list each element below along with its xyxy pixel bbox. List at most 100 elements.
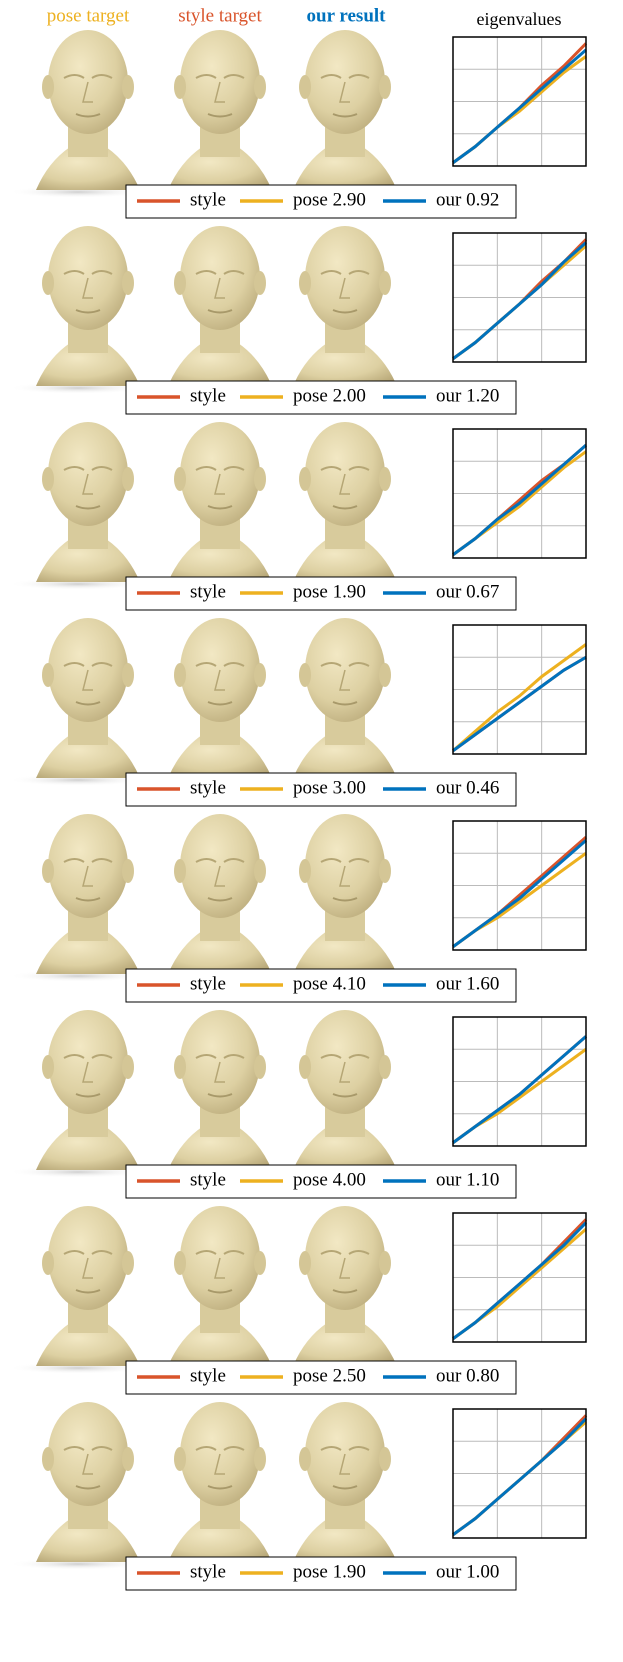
legend-label: our 0.46: [436, 777, 499, 798]
ear-right: [254, 1447, 266, 1471]
ear-left: [174, 271, 186, 295]
legend: style pose 4.00 our 1.10: [126, 1165, 516, 1198]
ear-right: [379, 271, 391, 295]
ear-right: [122, 271, 134, 295]
head-render: [8, 226, 148, 394]
legend: style pose 2.90 our 0.92: [126, 185, 516, 218]
ear-left: [299, 1447, 311, 1471]
head-render: [8, 422, 148, 590]
ear-left: [174, 467, 186, 491]
row: stylepose 1.90our 0.67: [8, 422, 586, 610]
legend-label: pose 2.90: [293, 189, 366, 210]
header-result: our result: [307, 5, 387, 26]
ear-right: [122, 663, 134, 687]
legend-label: style: [190, 189, 226, 210]
ear-left: [42, 271, 54, 295]
row: style pose 2.90 our 0.92: [8, 30, 586, 218]
head-render: [8, 618, 148, 786]
ear-left: [174, 859, 186, 883]
legend-label: pose 4.10: [293, 973, 366, 994]
head-render: [265, 226, 405, 394]
ear-right: [254, 1251, 266, 1275]
ear-left: [42, 1447, 54, 1471]
eigenvalue-plot: [453, 1213, 586, 1342]
ear-left: [299, 1055, 311, 1079]
legend-label: our 1.10: [436, 1169, 499, 1190]
legend-label: style: [190, 1561, 226, 1582]
row: style pose 4.00 our 1.10: [8, 1010, 586, 1198]
page: pose target style target our result eige…: [0, 0, 623, 1657]
ear-left: [174, 663, 186, 687]
head-render: [265, 814, 405, 982]
ear-right: [379, 1055, 391, 1079]
ear-right: [254, 663, 266, 687]
ear-left: [299, 271, 311, 295]
ear-left: [174, 1055, 186, 1079]
head-render: [265, 618, 405, 786]
eigenvalue-plot: [453, 37, 586, 166]
head-render: [265, 1010, 405, 1178]
legend-label: style: [190, 581, 226, 602]
head-render: [8, 1010, 148, 1178]
ear-right: [122, 1055, 134, 1079]
ear-right: [379, 1447, 391, 1471]
legend: stylepose 3.00our 0.46: [126, 773, 516, 806]
head-render: [8, 1402, 148, 1570]
ear-right: [254, 467, 266, 491]
head-render: [140, 1206, 280, 1374]
ear-right: [122, 75, 134, 99]
header-chart: eigenvalues: [477, 9, 562, 29]
ear-right: [379, 859, 391, 883]
legend-label: our 0.92: [436, 189, 499, 210]
ear-right: [379, 75, 391, 99]
head-render: [140, 814, 280, 982]
ear-right: [122, 1251, 134, 1275]
legend-label: pose 1.90: [293, 581, 366, 602]
ear-right: [122, 467, 134, 491]
ear-right: [379, 467, 391, 491]
eigenvalue-plot: [453, 1017, 586, 1146]
legend-label: style: [190, 1365, 226, 1386]
head-render: [140, 618, 280, 786]
ear-right: [254, 859, 266, 883]
eigenvalue-plot: [453, 625, 586, 754]
legend: style pose 4.10 our 1.60: [126, 969, 516, 1002]
legend-label: pose 2.50: [293, 1365, 366, 1386]
eigenvalue-plot: [453, 1409, 586, 1538]
ear-right: [254, 75, 266, 99]
head-render: [140, 1010, 280, 1178]
legend-label: pose 4.00: [293, 1169, 366, 1190]
ear-right: [122, 1447, 134, 1471]
header-style: style target: [178, 5, 262, 26]
row: stylepose 3.00our 0.46: [8, 618, 586, 806]
ear-left: [42, 1055, 54, 1079]
ear-left: [42, 663, 54, 687]
ear-left: [299, 75, 311, 99]
head-render: [140, 226, 280, 394]
ear-left: [299, 663, 311, 687]
legend-label: our 1.60: [436, 973, 499, 994]
head-render: [265, 1206, 405, 1374]
ear-right: [379, 663, 391, 687]
head-render: [140, 422, 280, 590]
head-render: [8, 1206, 148, 1374]
ear-right: [254, 271, 266, 295]
ear-left: [299, 859, 311, 883]
legend-label: style: [190, 1169, 226, 1190]
head-render: [265, 422, 405, 590]
legend-label: style: [190, 777, 226, 798]
legend-label: our 1.00: [436, 1561, 499, 1582]
eigenvalue-plot: [453, 429, 586, 558]
legend-label: style: [190, 973, 226, 994]
ear-left: [42, 1251, 54, 1275]
row: style pose 4.10 our 1.60: [8, 814, 586, 1002]
head-render: [8, 30, 148, 198]
head-render: [140, 30, 280, 198]
head-render: [265, 1402, 405, 1570]
ear-left: [299, 467, 311, 491]
